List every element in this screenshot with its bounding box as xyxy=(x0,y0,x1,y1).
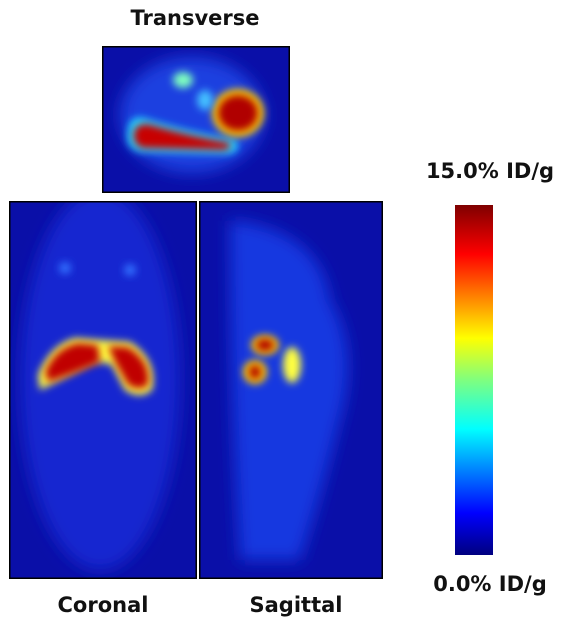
colorbar xyxy=(455,205,493,555)
sagittal-image xyxy=(199,201,383,579)
colorbar-min-label: 0.0% ID/g xyxy=(433,572,547,596)
panel-label: Sagittal xyxy=(250,593,343,617)
panel-label: Coronal xyxy=(58,593,149,617)
transverse-image xyxy=(102,46,290,193)
panel-label: Transverse xyxy=(130,6,259,30)
colorbar-max-label: 15.0% ID/g xyxy=(426,159,554,183)
coronal-image xyxy=(9,201,197,579)
